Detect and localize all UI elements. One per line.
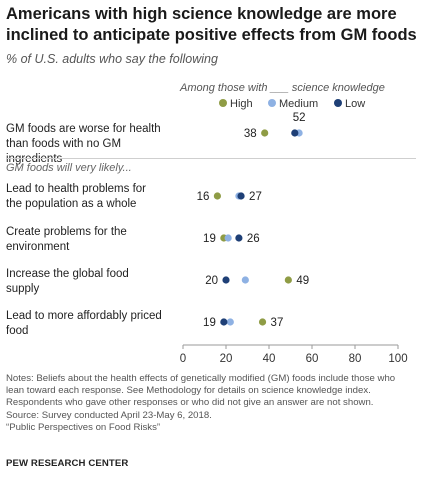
dot-high-row-0 [261, 129, 269, 137]
value-label-left-row-1: 16 [197, 191, 210, 203]
legend-item-high: High [219, 98, 253, 110]
row-label-1: Lead to health problems for the populatio… [6, 183, 147, 210]
dot-low-row-0 [291, 129, 299, 137]
x-tick-label-0: 0 [180, 353, 186, 365]
dot-low-row-4 [220, 318, 228, 326]
legend-item-low: Low [334, 98, 365, 110]
legend-item-medium: Medium [268, 98, 318, 110]
x-tick-label-20: 20 [220, 353, 233, 365]
dot-high-row-3 [284, 276, 292, 284]
legend-dot-high [219, 99, 227, 107]
value-label-right-row-1: 27 [249, 191, 262, 203]
dot-medium-row-3 [241, 276, 249, 284]
value-label-left-row-0: 38 [244, 128, 257, 140]
note-line-3: Source: Survey conducted April 23-May 6,… [6, 409, 212, 421]
x-tick-label-60: 60 [306, 353, 319, 365]
dot-high-row-4 [258, 318, 267, 326]
row-label-2: Create problems for the environment [6, 226, 127, 253]
legend-title: Among those with ___ science knowledge [180, 82, 385, 94]
row-label-3: Increase the global food supply [6, 268, 129, 295]
row-label-4: Lead to more affordably priced food [6, 310, 162, 337]
note-line-2: Respondents who gave other responses or … [6, 397, 374, 409]
note-line-1: lean toward each response. See Methodolo… [6, 385, 371, 397]
brand-logo-text: PEW RESEARCH CENTER [6, 458, 129, 469]
dot-high-row-1 [213, 192, 221, 200]
value-label-top-row-0: 52 [293, 112, 306, 124]
value-label-right-row-4: 37 [271, 317, 284, 329]
row-label-0: GM foods are worse for health than foods … [6, 123, 161, 165]
section-label: GM foods will very likely... [6, 162, 132, 174]
dot-medium-row-2 [224, 234, 232, 242]
value-label-left-row-3: 20 [205, 275, 218, 287]
section-divider [6, 158, 416, 159]
notes: Notes: Beliefs about the health effects … [6, 373, 418, 434]
x-tick-label-80: 80 [349, 353, 362, 365]
dot-medium-row-4 [226, 318, 234, 326]
chart-title: Americans with high science knowledge ar… [6, 5, 417, 44]
legend-dot-medium [268, 99, 276, 107]
value-label-left-row-4: 19 [203, 317, 216, 329]
value-label-right-row-2: 26 [247, 233, 260, 245]
dot-low-row-3 [222, 276, 230, 284]
legend-dot-low [334, 99, 342, 107]
x-tick-label-40: 40 [263, 353, 276, 365]
value-label-right-row-3: 49 [296, 275, 309, 287]
dot-low-row-1 [237, 192, 245, 200]
value-label-left-row-2: 19 [203, 233, 216, 245]
note-line-0: Notes: Beliefs about the health effects … [6, 373, 396, 384]
x-tick-label-100: 100 [388, 353, 407, 365]
dot-low-row-2 [235, 234, 243, 242]
note-line-4: “Public Perspectives on Food Risks” [6, 421, 161, 433]
chart-subtitle: % of U.S. adults who say the following [6, 52, 218, 66]
